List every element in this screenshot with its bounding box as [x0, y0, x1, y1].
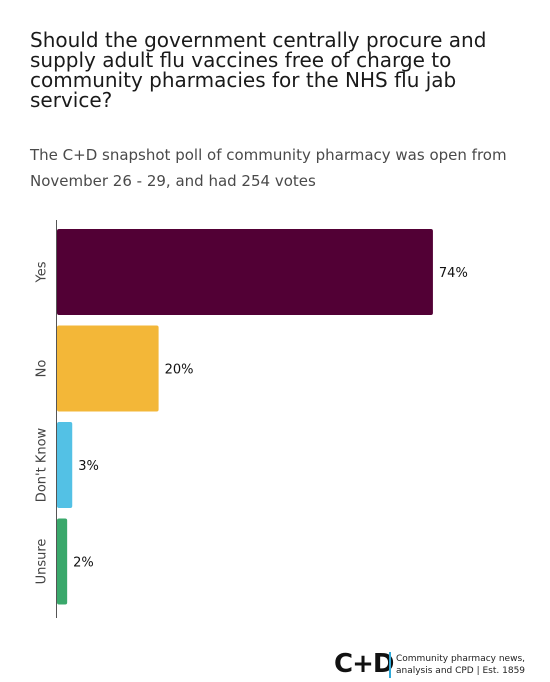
bar-unsure	[57, 518, 68, 605]
bar-chart: 74% Yes 20% No 3% Don't Know 2% Unsure	[35, 220, 468, 618]
brand-logo: C+D	[334, 649, 394, 679]
category-label-unsure: Unsure	[35, 539, 50, 585]
brand-tagline: Community pharmacy news, analysis and CP…	[396, 653, 550, 677]
data-label-unsure: 2%	[73, 556, 94, 571]
category-label-don-t-know: Don't Know	[35, 427, 50, 502]
category-label-no: No	[35, 360, 50, 378]
data-label-don-t-know: 3%	[78, 459, 99, 474]
brand-divider	[389, 652, 391, 678]
bar-no	[57, 325, 159, 412]
category-label-yes: Yes	[35, 261, 50, 283]
bar-don-t-know	[57, 422, 73, 508]
bar-yes	[57, 229, 433, 315]
bars-layer: 74% Yes 20% No 3% Don't Know 2% Unsure	[35, 229, 468, 605]
chart-title: Should the government centrally procure …	[30, 28, 487, 112]
brand-tagline-line-2: analysis and CPD | Est. 1859	[396, 666, 526, 676]
data-label-yes: 74%	[439, 266, 468, 281]
chart-subtitle: The C+D snapshot poll of community pharm…	[30, 146, 507, 190]
data-label-no: 20%	[165, 363, 194, 378]
brand-tagline-line-1: Community pharmacy news,	[396, 654, 525, 664]
